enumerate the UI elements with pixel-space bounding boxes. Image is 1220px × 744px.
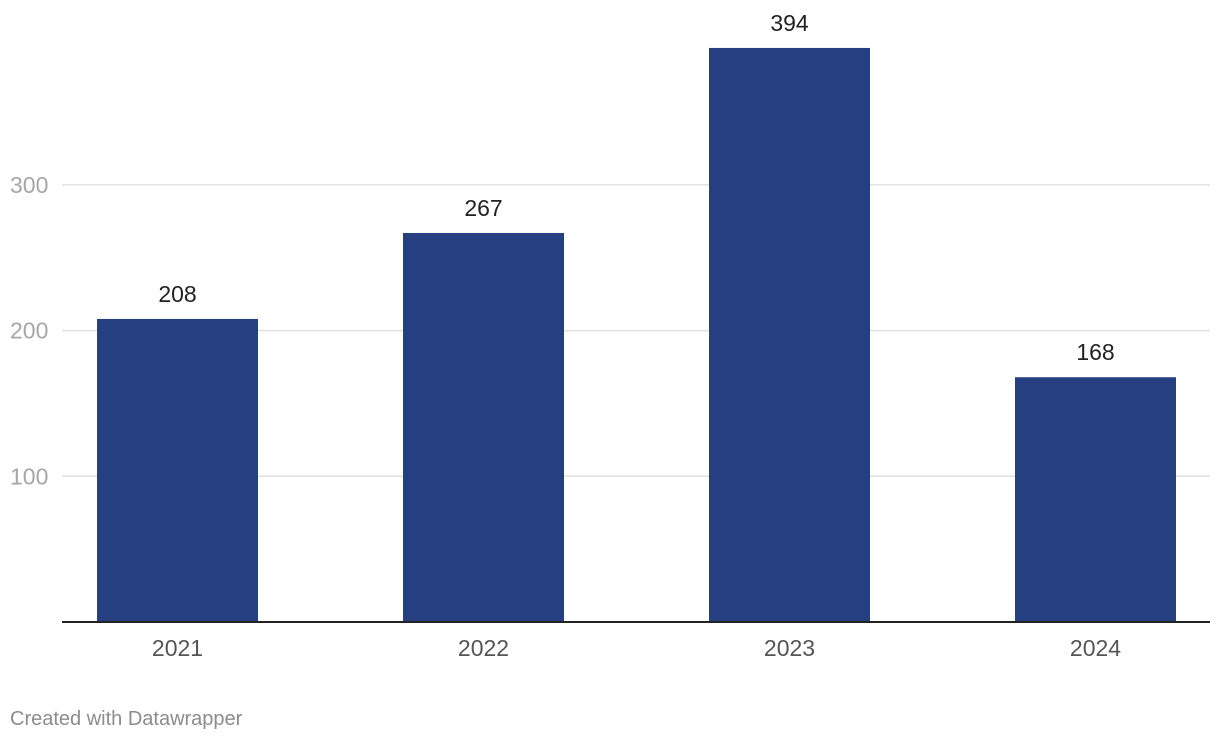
y-tick-label: 300: [10, 172, 48, 198]
bars: [97, 47, 1176, 622]
x-tick-label-2021: 2021: [152, 635, 203, 661]
x-tick-label-2023: 2023: [764, 635, 815, 661]
data-label-2022: 267: [464, 195, 502, 221]
bar-2024: [1015, 377, 1176, 622]
y-tick-label: 200: [10, 318, 48, 344]
bar-2022: [403, 232, 564, 622]
x-tick-label-2024: 2024: [1070, 635, 1121, 661]
data-label-2024: 168: [1076, 339, 1114, 365]
bar-chart: 100 200 300 208 267 394 168 2021 2022 2023 2024: [10, 10, 1210, 661]
data-label-2023: 394: [770, 10, 809, 36]
data-labels: 208 267 394 168: [158, 10, 1114, 365]
data-label-2021: 208: [158, 281, 196, 307]
bar-2021: [97, 318, 258, 622]
credit-text: Created with Datawrapper: [10, 708, 243, 730]
x-axis-ticks: 2021 2022 2023 2024: [152, 635, 1121, 661]
y-tick-label: 100: [10, 463, 48, 489]
y-axis-ticks: 100 200 300: [10, 172, 48, 489]
x-tick-label-2022: 2022: [458, 635, 509, 661]
bar-2023: [709, 47, 870, 622]
